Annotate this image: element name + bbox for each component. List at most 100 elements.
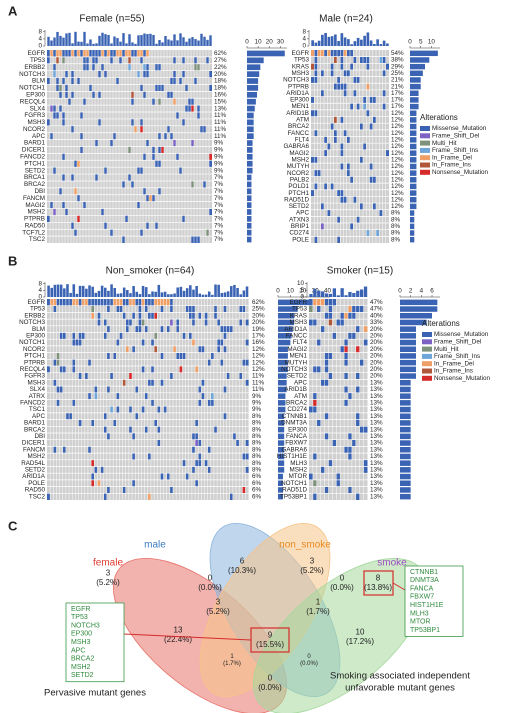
count-bar	[278, 333, 292, 339]
mutation-cell	[344, 446, 348, 454]
tmb-bar	[126, 290, 129, 297]
mutation-cell	[328, 319, 333, 326]
tmb-bar	[217, 284, 220, 297]
mutation-cell	[128, 50, 131, 57]
mutation-row	[340, 196, 357, 204]
tmb-bar	[236, 287, 239, 297]
mutation-cell	[160, 379, 164, 387]
mutation-cell	[324, 379, 329, 387]
gene-list-item: DNMT3A	[410, 577, 439, 584]
count-bar	[400, 447, 411, 453]
mutation-cell	[206, 56, 209, 64]
mutation-row	[311, 156, 363, 164]
percent-label: 8%	[252, 453, 262, 460]
mutation-row	[106, 325, 233, 333]
mutation-row	[324, 486, 352, 494]
tmb-bar	[360, 39, 363, 46]
mutation-cell	[351, 305, 356, 313]
mutation-cell	[311, 63, 315, 70]
mutation-row	[311, 63, 389, 70]
mutation-cell	[170, 91, 173, 99]
count-bar	[410, 163, 417, 170]
percent-label: 12%	[391, 130, 404, 137]
gene-label: EGFR	[28, 299, 46, 306]
mutation-cell	[348, 433, 352, 440]
count-bar	[410, 83, 421, 90]
mutation-cell	[53, 112, 56, 119]
mutation-cell	[47, 77, 50, 85]
mutation-cell	[366, 56, 370, 64]
mutation-cell	[125, 325, 129, 333]
mutation-row	[324, 433, 352, 440]
mutation-cell	[194, 77, 197, 85]
mutation-cell	[337, 50, 341, 57]
tmb-bar	[203, 36, 206, 46]
gene-label: MTOR	[289, 473, 308, 480]
count-bar	[410, 197, 417, 203]
mutation-cell	[141, 339, 145, 346]
mutation-cell	[363, 103, 367, 110]
tmb-bar	[148, 294, 151, 297]
percent-label: 13%	[370, 379, 383, 386]
mutation-row	[87, 392, 214, 400]
count-bar	[400, 299, 438, 306]
mutation-cell	[147, 312, 151, 320]
legend-swatch	[420, 126, 430, 131]
tmb-bar	[155, 43, 158, 46]
percent-label: 12%	[252, 346, 265, 353]
mutation-cell	[324, 183, 328, 190]
tick-label: 4	[302, 36, 306, 43]
gene-list-item: NOTCH3	[71, 622, 100, 629]
percent-label: 20%	[252, 312, 265, 319]
mutation-row	[320, 325, 368, 333]
mutation-row	[312, 493, 360, 500]
mutation-cell	[176, 319, 180, 326]
mutation-cell	[53, 379, 57, 387]
mutation-cell	[369, 163, 373, 170]
count-bar	[410, 143, 417, 150]
mutation-cell	[191, 98, 194, 106]
count-bar	[278, 420, 285, 426]
tmb-bar	[75, 293, 79, 297]
mutation-cell	[150, 366, 155, 373]
mutation-cell	[366, 83, 370, 90]
mutation-cell	[169, 299, 173, 306]
mutation-cell	[239, 319, 243, 326]
legend-swatch	[422, 339, 432, 345]
mutation-row	[47, 493, 233, 500]
gene-label: MSH2	[28, 209, 46, 216]
mutation-cell	[346, 163, 350, 170]
tmb-bar	[173, 34, 176, 46]
mutation-row	[314, 169, 350, 177]
gene-label: NOTCH1	[19, 85, 45, 92]
mutation-row	[91, 459, 208, 467]
mutation-cell	[348, 486, 352, 494]
tmb-bar	[119, 293, 123, 297]
gene-list-item: EP300	[71, 631, 92, 638]
count-bar	[247, 181, 252, 188]
mutation-cell	[100, 466, 104, 474]
legend-title: Alterations	[420, 113, 458, 122]
mutation-cell	[119, 305, 123, 313]
venn-count: 1	[230, 654, 234, 660]
mutation-row	[309, 473, 341, 480]
plot-title: Smoker (n=15)	[327, 266, 393, 277]
count-bar	[278, 460, 285, 466]
mutation-cell	[101, 50, 104, 57]
count-bar	[410, 130, 417, 136]
percent-label: 8%	[391, 223, 401, 230]
mutation-row	[74, 229, 209, 237]
mutation-row	[359, 426, 368, 433]
mutation-cell	[314, 183, 318, 190]
mutation-row	[53, 359, 249, 366]
gene-label: NOTCH3	[19, 319, 45, 326]
tmb-bar	[78, 285, 82, 297]
mutation-cell	[84, 299, 88, 306]
mutation-cell	[98, 118, 101, 126]
gene-label: RAD50	[25, 487, 46, 494]
tmb-bar	[179, 286, 183, 297]
mutation-cell	[116, 406, 120, 413]
mutation-row	[312, 366, 329, 373]
mutation-cell	[119, 50, 122, 57]
tmb-bar	[348, 291, 352, 297]
